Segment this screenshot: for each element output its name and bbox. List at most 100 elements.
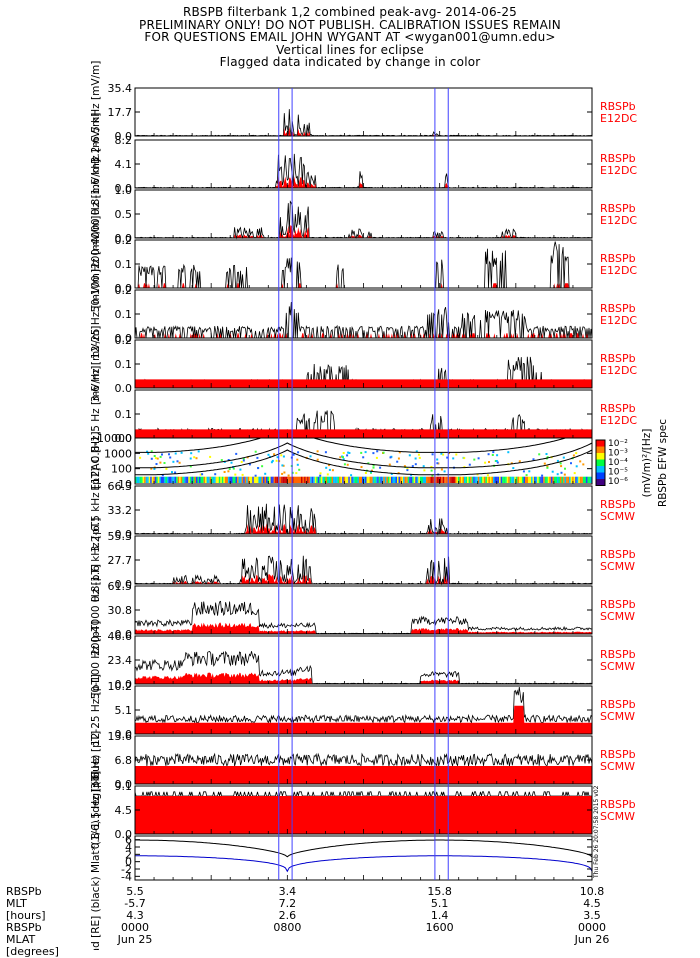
spectrogram-cell — [508, 476, 510, 483]
spectrogram-cell — [499, 476, 501, 483]
spectrogram-cell — [360, 451, 363, 454]
spectrogram-cell — [365, 476, 367, 483]
spectrogram-cell — [396, 460, 399, 463]
spectrogram-cell — [471, 476, 474, 483]
spectrogram-cell — [173, 476, 175, 483]
spectrogram-cell — [150, 476, 152, 483]
spectrogram-cell — [468, 476, 471, 483]
footer-row-label: [hours] — [6, 909, 46, 922]
spectrogram-cell — [147, 476, 149, 483]
spectrogram-cell — [200, 476, 203, 483]
chart-header: RBSPB filterbank 1,2 combined peak-avg- … — [0, 6, 700, 69]
spectrogram-cell — [538, 476, 541, 483]
spectrogram-cell — [237, 476, 239, 483]
y-tick-label: 55.3 — [108, 530, 133, 543]
spectrogram-cell — [192, 476, 195, 483]
spectrogram-cell — [440, 468, 443, 471]
spectrogram-cell — [522, 470, 525, 473]
spectrogram-cell — [464, 476, 466, 483]
footer-date: Jun 26 — [574, 933, 610, 946]
spectrogram-cell — [426, 476, 428, 483]
y-axis-label: 50-100 Hz [pT] — [90, 621, 102, 700]
y-tick-label: 0.2 — [115, 334, 133, 347]
spectrogram-cell — [476, 476, 478, 483]
spectrogram-cell — [197, 450, 200, 453]
y-tick-label: 0.0 — [115, 130, 133, 143]
panel-side-label: SCMW — [600, 610, 635, 623]
spectrogram-cell — [271, 459, 274, 462]
spectrogram-cell — [379, 466, 382, 469]
spectrogram-cell — [500, 476, 503, 483]
spectrogram-cell — [446, 456, 449, 459]
y-axis-label: 3-6 Hz [pT] — [90, 731, 102, 790]
spectrogram-cell — [348, 452, 351, 454]
spectrogram-cell — [486, 476, 489, 483]
spectrogram-cell — [189, 476, 192, 483]
spectrogram-cell — [189, 457, 192, 460]
spectrogram-cell — [576, 476, 579, 483]
spectrogram-cell — [491, 454, 494, 456]
spectrogram-cell — [376, 450, 379, 453]
spectrogram-cell — [281, 464, 284, 467]
spectrogram-cell — [448, 476, 451, 483]
spectrogram-cell — [307, 476, 309, 483]
spectrogram-cell — [479, 476, 481, 483]
peak-trace — [134, 200, 593, 240]
spectrogram-cell — [269, 476, 271, 483]
spectrogram-cell — [491, 476, 494, 483]
spectrogram-cell — [567, 476, 570, 483]
spectrogram-cell — [304, 476, 306, 483]
footer-mlat: 1.4 — [430, 909, 449, 922]
y-tick-label: 0.1 — [115, 408, 133, 421]
spectrogram-cell — [313, 476, 315, 483]
spectrogram-cell — [165, 467, 168, 470]
spectrogram-cell — [474, 476, 477, 483]
spectrogram-cell — [296, 458, 299, 461]
spectrogram-cell — [342, 456, 344, 459]
colorbar-cell — [596, 479, 605, 486]
y-tick-label: 0.0 — [115, 628, 133, 641]
spectrogram-cell — [197, 476, 200, 483]
spectrogram-cell — [414, 457, 417, 460]
radius-trace — [135, 839, 593, 858]
spectrogram-cell — [587, 476, 589, 483]
contact-line: FOR QUESTIONS EMAIL JOHN WYGANT AT <wyga… — [144, 30, 556, 44]
spectrogram-cell — [144, 476, 146, 483]
spectrogram-cell — [250, 476, 253, 483]
spectrogram-cell — [375, 476, 378, 483]
spectrogram-cell — [170, 476, 172, 483]
spectrogram-cell — [189, 465, 192, 468]
colorbar-tick-label: 10⁻⁴ — [608, 458, 628, 468]
spectrogram-cell — [529, 476, 532, 483]
spectrogram-cell — [339, 476, 341, 483]
spectrogram-cell — [159, 476, 161, 483]
spectrogram-cell — [176, 460, 179, 463]
y-tick-label: 6.8 — [115, 754, 133, 767]
spectrogram-cell — [174, 471, 177, 474]
spectrogram-cell — [326, 473, 329, 476]
chart-title: RBSPB filterbank 1,2 combined peak-avg- … — [183, 5, 517, 19]
panel-frame — [134, 189, 593, 239]
spectrogram-cell — [205, 476, 207, 483]
spectrogram-cell — [389, 456, 392, 459]
spectrogram-cell — [374, 476, 376, 483]
spectrogram-cell — [435, 476, 437, 483]
spectrogram-cell — [496, 454, 499, 457]
spectrogram-cell — [364, 451, 367, 454]
spectrogram-cell — [422, 476, 425, 483]
spectrogram-cell — [282, 476, 285, 483]
spectrogram-cell — [523, 476, 526, 483]
spectrogram-cell — [387, 476, 390, 483]
panel-side-label: E12DC — [600, 112, 637, 125]
spectrogram-cell — [279, 476, 282, 483]
spectrogram-cell — [550, 476, 553, 483]
footer-time: 0000 — [578, 921, 606, 934]
spectrogram-cell — [494, 476, 497, 483]
spectrogram-cell — [506, 476, 509, 483]
spectrogram-cell — [453, 476, 455, 483]
spectrogram-cell — [569, 476, 571, 483]
spectrogram-cell — [163, 462, 166, 464]
